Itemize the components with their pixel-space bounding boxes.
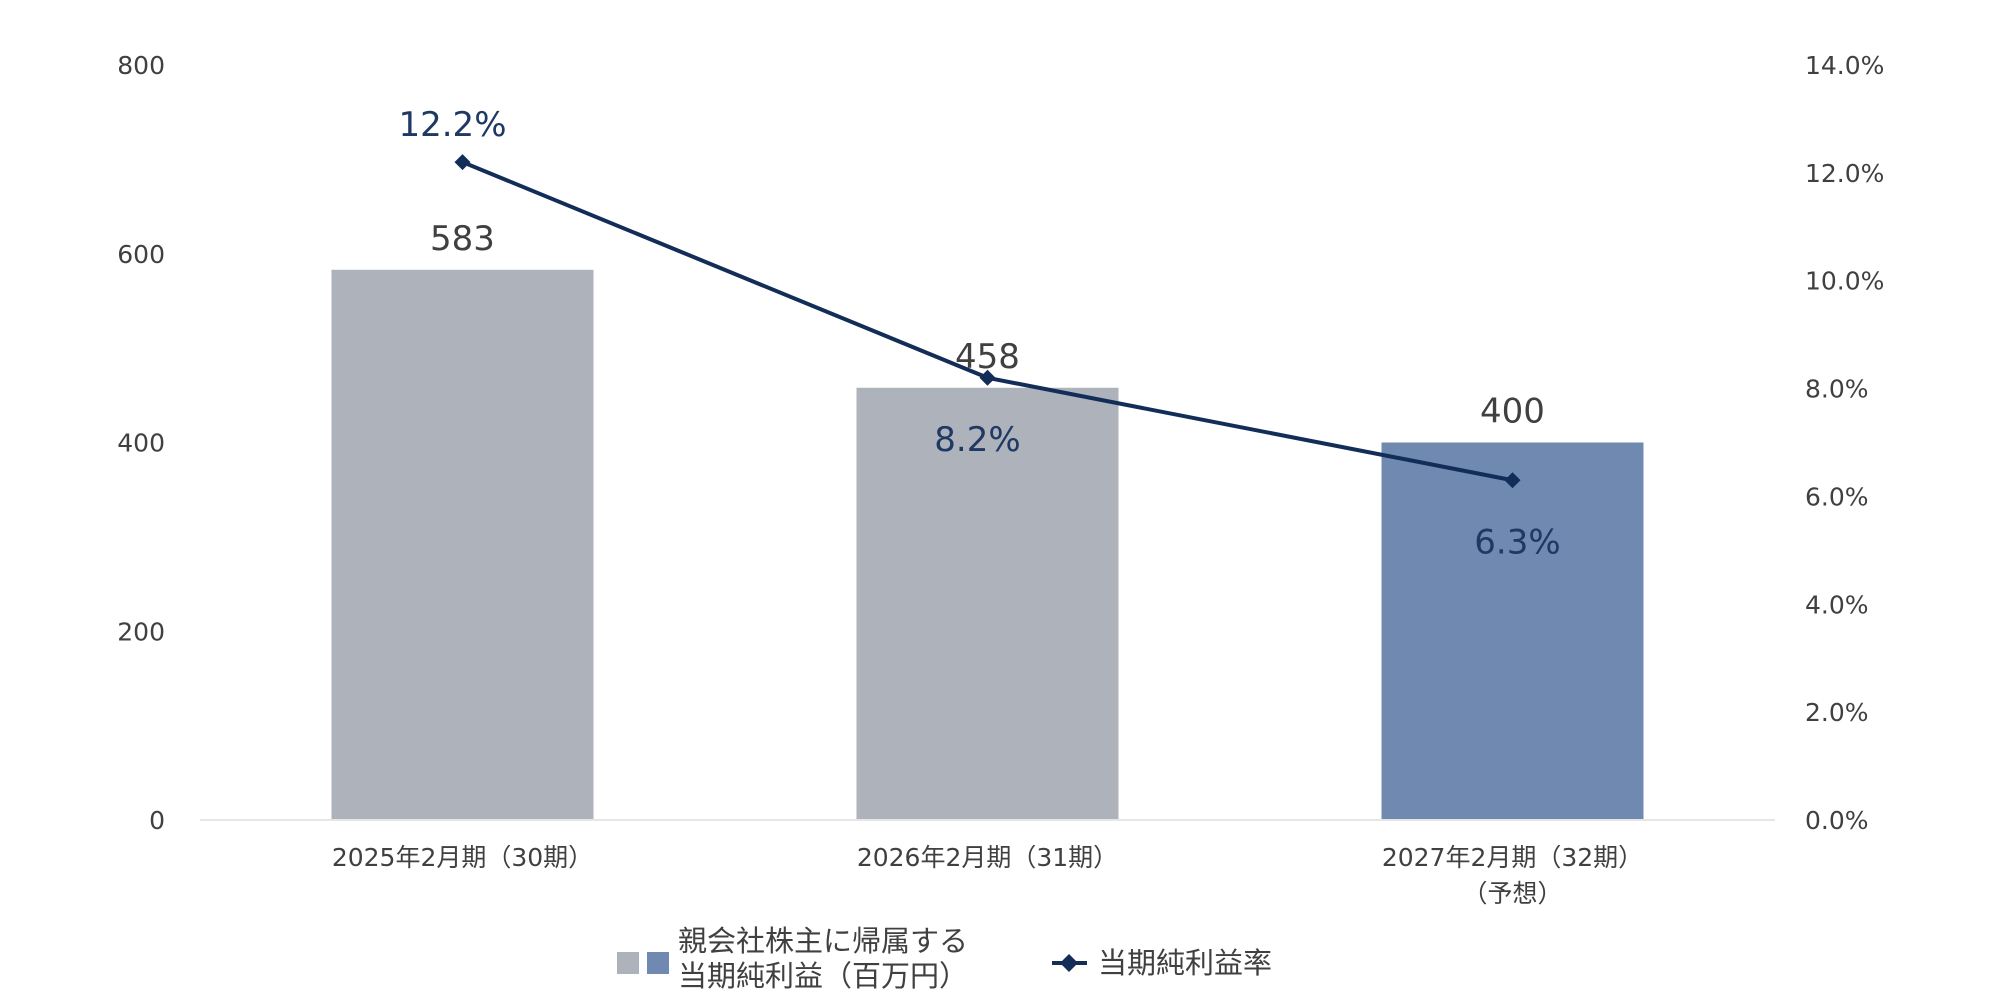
rate-marker-diamond-icon bbox=[454, 154, 471, 171]
right-axis-tick-label: 4.0% bbox=[1805, 590, 1869, 619]
legend-swatch-forecast bbox=[647, 952, 669, 974]
bar bbox=[1381, 442, 1644, 820]
category-label: 2025年2月期（30期） bbox=[332, 843, 593, 872]
bar bbox=[856, 387, 1119, 820]
category-label: （予想） bbox=[1462, 879, 1562, 908]
category-label: 2026年2月期（31期） bbox=[857, 843, 1118, 872]
bar-value-label: 400 bbox=[1480, 392, 1545, 432]
category-label: 2027年2月期（32期） bbox=[1382, 843, 1643, 872]
right-axis-tick-label: 0.0% bbox=[1805, 806, 1869, 835]
rate-value-label: 6.3% bbox=[1474, 522, 1560, 562]
right-axis-tick-label: 2.0% bbox=[1805, 698, 1869, 727]
bar-value-label: 583 bbox=[430, 219, 495, 259]
left-axis-tick-label: 600 bbox=[117, 240, 165, 269]
left-axis-tick-label: 200 bbox=[117, 617, 165, 646]
left-axis-tick-label: 0 bbox=[149, 806, 165, 835]
legend-line-entry-label: 当期純利益率 bbox=[1098, 946, 1272, 980]
legend-swatch-actual bbox=[617, 952, 639, 974]
bar bbox=[331, 269, 594, 820]
rate-value-label: 8.2% bbox=[934, 420, 1020, 460]
rate-marker-diamond-icon bbox=[979, 369, 996, 386]
right-axis-tick-label: 14.0% bbox=[1805, 51, 1884, 80]
right-axis-tick-label: 8.0% bbox=[1805, 375, 1869, 404]
left-axis-tick-label: 400 bbox=[117, 429, 165, 458]
left-axis-tick-label: 800 bbox=[117, 51, 165, 80]
legend-diamond-icon bbox=[1060, 954, 1078, 972]
rate-marker-diamond-icon bbox=[1504, 472, 1521, 489]
right-axis-tick-label: 12.0% bbox=[1805, 159, 1884, 188]
rate-value-label: 12.2% bbox=[398, 105, 506, 145]
legend-bar-entry-label: 当期純利益（百万円） bbox=[678, 959, 968, 993]
legend-bar-entry-label: 親会社株主に帰属する bbox=[678, 924, 968, 958]
right-axis-tick-label: 6.0% bbox=[1805, 482, 1869, 511]
right-axis-tick-label: 10.0% bbox=[1805, 267, 1884, 296]
